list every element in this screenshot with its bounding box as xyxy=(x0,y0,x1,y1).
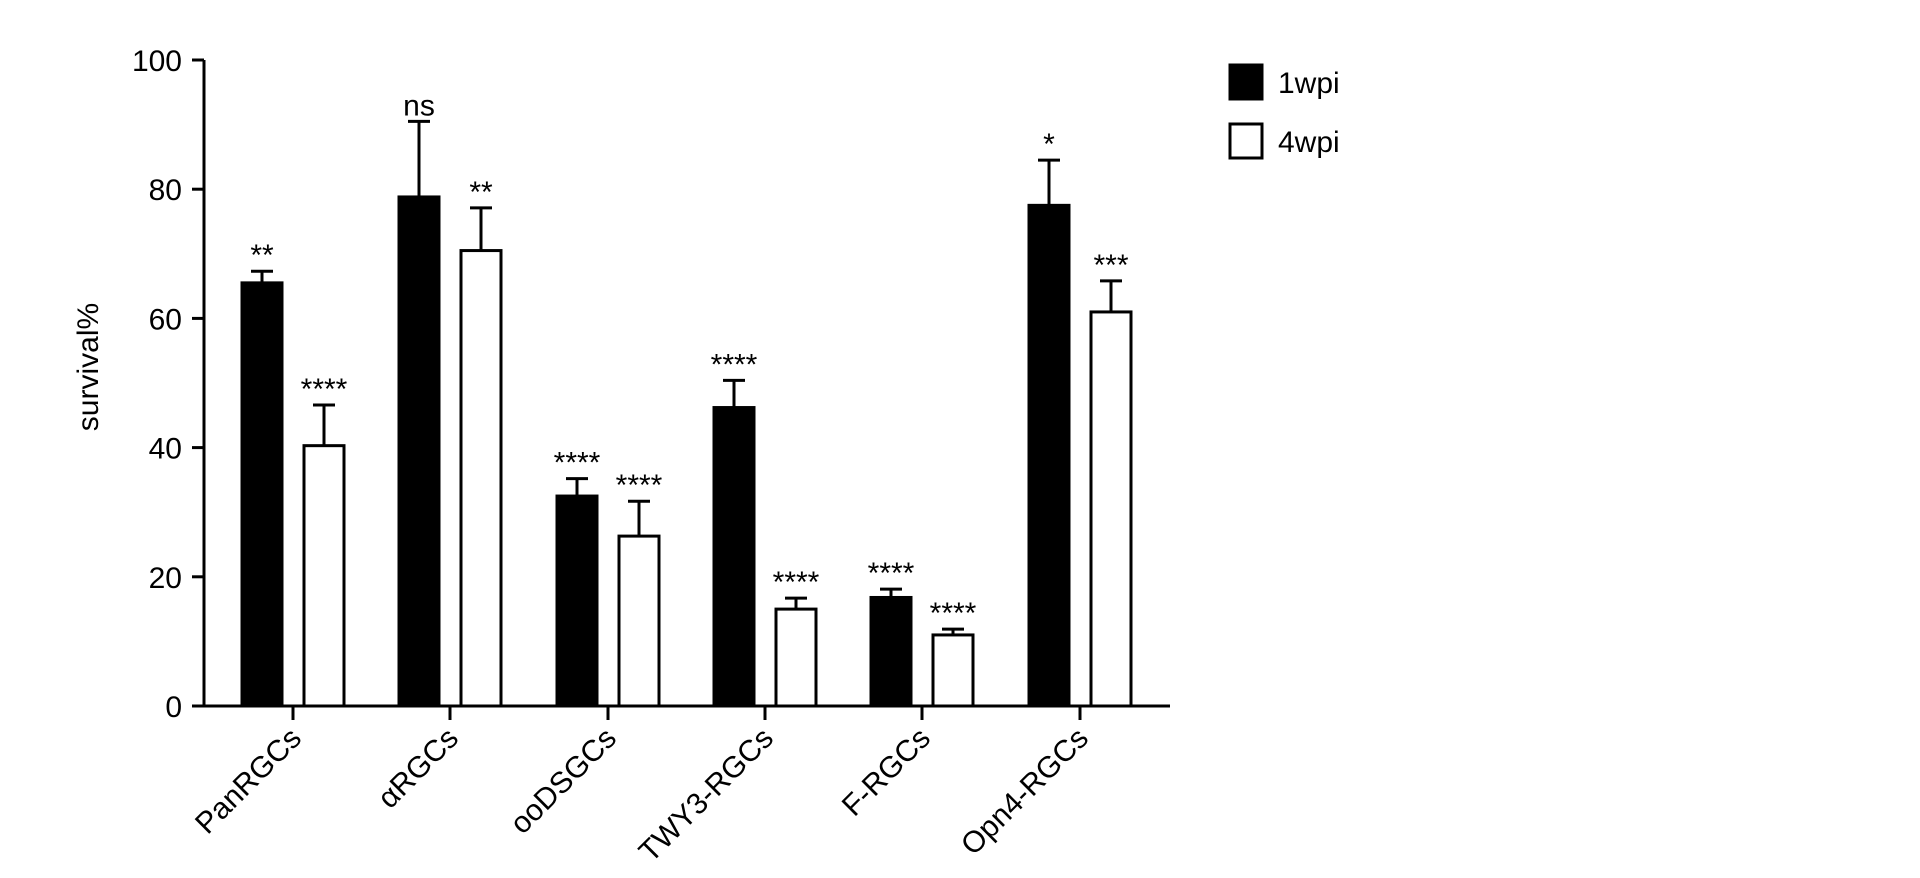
bar-4wpi xyxy=(302,444,346,708)
bar-1wpi xyxy=(555,494,599,708)
bar-1wpi xyxy=(869,595,913,708)
bar-1wpi xyxy=(397,195,441,708)
y-tick-label: 80 xyxy=(149,174,182,207)
bar-4wpi xyxy=(1089,310,1133,708)
bar-1wpi xyxy=(240,281,284,708)
bar-4wpi xyxy=(617,534,661,708)
x-tick-label: PanRGCs xyxy=(189,722,308,841)
bar-4wpi xyxy=(931,633,975,708)
bar-4wpi xyxy=(459,249,503,708)
plot-area: 020406080100**ns************************… xyxy=(132,45,1170,869)
bar-1wpi xyxy=(1027,203,1071,708)
significance-label: **** xyxy=(711,348,758,381)
significance-label: **** xyxy=(868,557,915,590)
significance-label: ns xyxy=(403,89,435,122)
significance-label: **** xyxy=(773,566,820,599)
significance-label: **** xyxy=(616,469,663,502)
significance-label: **** xyxy=(554,447,601,480)
y-tick-label: 60 xyxy=(149,303,182,336)
significance-label: ** xyxy=(250,239,274,272)
significance-label: **** xyxy=(930,597,977,630)
bar-1wpi xyxy=(712,406,756,708)
significance-label: **** xyxy=(301,373,348,406)
x-tick-label: Opn4-RGCs xyxy=(955,722,1095,862)
significance-label: * xyxy=(1043,128,1055,161)
legend-label: 1wpi xyxy=(1278,67,1340,100)
legend-swatch-1wpi xyxy=(1228,63,1264,101)
legend-swatch-4wpi xyxy=(1228,122,1264,160)
y-tick-label: 100 xyxy=(132,45,182,78)
x-tick-label: F-RGCs xyxy=(836,722,937,823)
x-tick-label: αRGCs xyxy=(372,722,465,815)
x-tick-label: ooDSGCs xyxy=(504,722,623,841)
bar-4wpi xyxy=(774,607,818,708)
y-tick-label: 0 xyxy=(165,691,182,724)
y-tick-label: 20 xyxy=(149,562,182,595)
legend: 1wpi 4wpi xyxy=(1228,63,1340,160)
legend-label: 4wpi xyxy=(1278,126,1340,159)
significance-label: *** xyxy=(1093,249,1128,282)
y-tick-label: 40 xyxy=(149,433,182,466)
x-tick-label: TWY3-RGCs xyxy=(633,722,780,869)
significance-label: ** xyxy=(469,176,493,209)
y-axis-label: survival% xyxy=(72,303,105,431)
